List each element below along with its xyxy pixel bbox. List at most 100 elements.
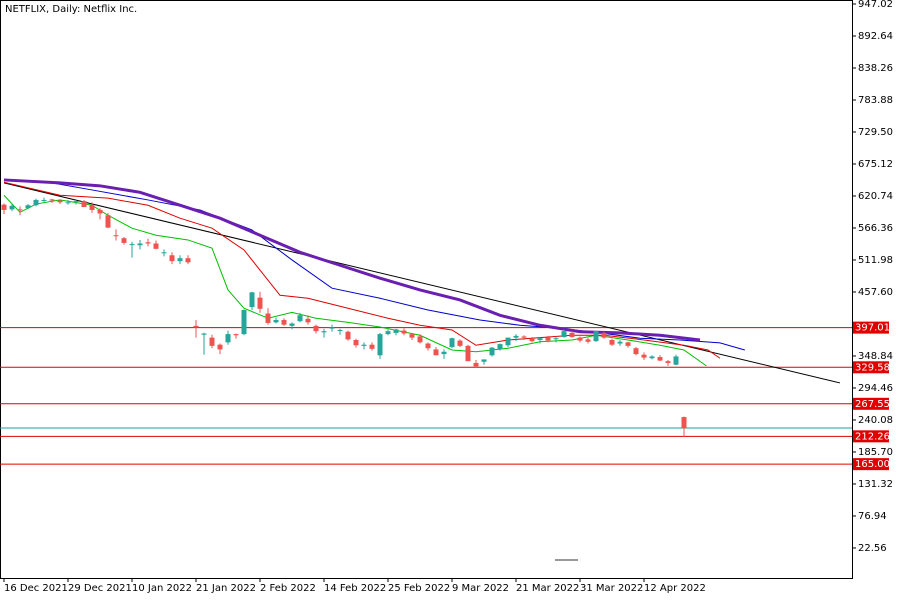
level-label: 212.26 xyxy=(855,431,890,442)
candle-body xyxy=(505,337,511,346)
x-tick-label: 2 Feb 2022 xyxy=(260,583,316,594)
candle-body xyxy=(409,334,415,338)
level-label: 397.01 xyxy=(855,323,890,334)
candle-body xyxy=(177,258,183,262)
axes: 947.02 892.64 838.26 783.88 729.50 675.12 620.… xyxy=(3,0,893,594)
candle-body xyxy=(265,313,271,323)
candle-body xyxy=(121,238,127,243)
candle-body xyxy=(545,337,551,341)
candle-body xyxy=(577,337,583,341)
x-tick-label: 21 Jan 2022 xyxy=(196,583,256,594)
candle-body xyxy=(289,323,295,326)
indicators xyxy=(3,178,841,384)
candle-body xyxy=(569,332,575,338)
candle-body xyxy=(473,362,479,367)
trend-line xyxy=(3,182,841,384)
candle-body xyxy=(593,331,599,342)
candle-body xyxy=(105,215,111,228)
candle-body xyxy=(641,354,647,358)
candle-body xyxy=(649,356,655,359)
candle-body xyxy=(609,339,615,345)
candle-body xyxy=(73,201,79,203)
candle-body xyxy=(489,347,495,356)
candle-body xyxy=(169,255,175,262)
chart-title: NETFLIX, Daily: Netflix Inc. xyxy=(5,4,137,15)
level-label: 267.55 xyxy=(855,399,890,410)
candle-body xyxy=(361,344,367,346)
y-tick-label: 240.08 xyxy=(858,415,893,426)
candle-body xyxy=(225,334,231,343)
candle-body xyxy=(601,332,607,338)
candle-body xyxy=(393,329,399,333)
candle-body xyxy=(17,209,23,211)
level-label-box xyxy=(853,458,889,471)
candle-body xyxy=(193,325,199,328)
level-label-box xyxy=(853,430,889,443)
y-tick-label: 294.46 xyxy=(858,383,893,394)
candle-body xyxy=(145,242,151,244)
candle-body xyxy=(49,199,55,201)
candle-body xyxy=(417,336,423,343)
candle-body xyxy=(113,235,119,237)
candle-body xyxy=(129,244,135,246)
candle-body xyxy=(625,342,631,346)
level-label: 329.58 xyxy=(855,362,890,373)
candle-body xyxy=(153,243,159,249)
x-tick-label: 29 Dec 2021 xyxy=(68,583,132,594)
candle-body xyxy=(529,338,535,342)
y-tick-label: 457.60 xyxy=(858,287,893,298)
x-tick-label: 12 Apr 2022 xyxy=(644,583,706,594)
level-label-box xyxy=(853,397,889,410)
candle-body xyxy=(337,329,343,331)
x-tick-label: 9 Mar 2022 xyxy=(452,583,509,594)
candle-body xyxy=(137,243,143,246)
candle-body xyxy=(217,344,223,350)
candle-body xyxy=(233,334,239,336)
candle-body xyxy=(385,331,391,335)
candle-body xyxy=(25,205,31,209)
candle-body xyxy=(665,361,671,363)
y-tick-label: 76.94 xyxy=(858,511,887,522)
candle-body xyxy=(9,205,15,210)
candle-body xyxy=(481,359,487,362)
y-tick-label: 783.88 xyxy=(858,95,893,106)
y-tick-label: 838.26 xyxy=(858,63,893,74)
candle-body xyxy=(89,205,95,210)
y-tick-label: 348.84 xyxy=(858,351,893,362)
candle-body xyxy=(433,349,439,356)
candle-body xyxy=(65,202,71,204)
y-tick-label: 511.98 xyxy=(858,255,893,266)
candle-body xyxy=(321,331,327,333)
candle-body xyxy=(681,417,687,429)
candle-body xyxy=(329,327,335,329)
candle-body xyxy=(401,330,407,334)
level-label: 165.00 xyxy=(855,459,890,470)
candle-body xyxy=(553,338,559,340)
indicator-line xyxy=(3,179,745,351)
candle-body xyxy=(1,204,7,210)
candle-body xyxy=(521,336,527,338)
candle-body xyxy=(313,325,319,332)
y-tick-label: 675.12 xyxy=(858,159,893,170)
candle-body xyxy=(241,309,247,335)
candle-body xyxy=(537,338,543,340)
candle-body xyxy=(617,341,623,344)
levels xyxy=(0,327,852,465)
candle-body xyxy=(97,209,103,214)
candle-body xyxy=(249,292,255,308)
candle-body xyxy=(297,315,303,322)
candles xyxy=(1,197,687,437)
x-tick-label: 16 Dec 2021 xyxy=(4,583,68,594)
candle-body xyxy=(497,344,503,350)
candle-body xyxy=(161,252,167,254)
candle-body xyxy=(33,199,39,206)
candle-body xyxy=(441,351,447,355)
candle-body xyxy=(657,357,663,361)
y-tick-label: 131.32 xyxy=(858,479,893,490)
y-tick-label: 620.74 xyxy=(858,191,893,202)
candle-body xyxy=(513,335,519,338)
candle-body xyxy=(209,337,215,346)
candle-body xyxy=(425,343,431,349)
candle-body xyxy=(561,331,567,338)
